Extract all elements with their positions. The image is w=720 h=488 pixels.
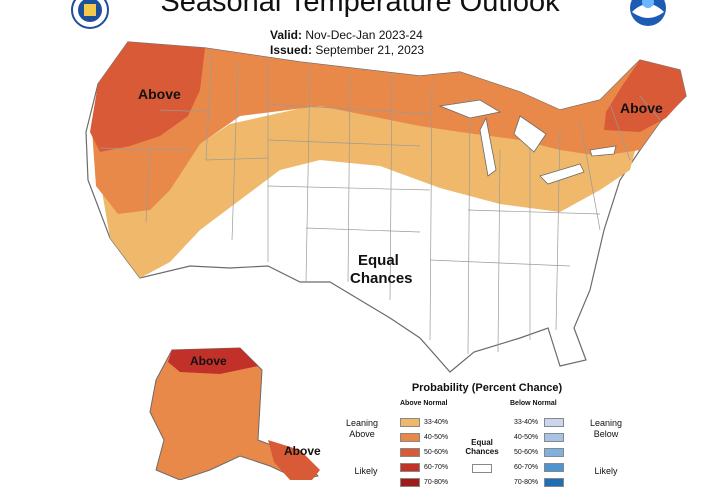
legend-range-below-5: 70-80% (514, 479, 539, 486)
great-lakes (438, 99, 617, 185)
issued-value: September 21, 2023 (315, 43, 425, 57)
legend-title: Probability (Percent Chance) (411, 382, 563, 394)
legend-leaning-below: Leaning Below (584, 418, 628, 440)
band-above-50-60-northeast (604, 60, 686, 132)
issued-line: Issued: September 21, 2023 (270, 43, 424, 57)
legend-leaning-above: Leaning Above (342, 418, 382, 440)
valid-value: Nov-Dec-Jan 2023-24 (305, 28, 423, 42)
legend-range-above-3: 50-60% (424, 449, 449, 456)
valid-line: Valid: Nov-Dec-Jan 2023-24 (270, 28, 423, 42)
legend-swatch-below-4 (544, 463, 564, 472)
legend-swatch-above-4 (400, 463, 420, 472)
legend-swatch-above-5 (400, 478, 420, 487)
legend-range-above-2: 40-50% (424, 434, 449, 441)
issued-label: Issued: (270, 43, 313, 57)
legend-swatch-below-1 (544, 418, 564, 427)
page-title: Seasonal Temperature Outlook (160, 0, 560, 18)
label-above-west: Above (138, 86, 181, 102)
legend-swatch-equal (472, 464, 492, 473)
label-above-alaska-north: Above (190, 354, 227, 368)
band-above-33-40 (98, 104, 640, 278)
legend-swatch-below-2 (544, 433, 564, 442)
alaska-north-above (168, 348, 258, 374)
state-borders (99, 49, 661, 355)
legend-swatch-below-5 (544, 478, 564, 487)
legend-likely-below: Likely (594, 466, 618, 476)
legend-range-above-5: 70-80% (424, 479, 449, 486)
leaning-above-line2: Above (349, 429, 375, 439)
equal-chances-line1: Equal (471, 438, 493, 447)
leaning-below-line2: Below (593, 429, 619, 439)
legend-range-below-3: 50-60% (514, 449, 539, 456)
legend-equal-chances: Equal Chances (462, 438, 502, 456)
label-above-northeast: Above (620, 100, 663, 116)
legend-swatch-above-3 (400, 448, 420, 457)
leaning-below-line1: Leaning (589, 418, 623, 428)
equal-chances-line2: Chances (465, 447, 499, 456)
alaska-southeast-above (268, 440, 320, 480)
legend-swatch-below-3 (544, 448, 564, 457)
legend-likely-above: Likely (354, 466, 378, 476)
legend-swatch-above-2 (400, 433, 420, 442)
legend-range-below-1: 33-40% (514, 419, 539, 426)
legend-range-below-2: 40-50% (514, 434, 539, 441)
band-above-40-50 (92, 42, 686, 214)
legend-range-above-4: 60-70% (424, 464, 449, 471)
band-above-50-60-northwest (90, 42, 205, 152)
legend-swatch-above-1 (400, 418, 420, 427)
legend-range-below-4: 60-70% (514, 464, 539, 471)
label-equal-chances-1: Equal (358, 252, 399, 269)
nws-logo-icon (71, 0, 109, 29)
label-above-alaska-southeast: Above (284, 444, 321, 458)
leaning-above-line1: Leaning (345, 418, 379, 428)
legend-below-header: Below Normal (510, 400, 557, 407)
valid-label: Valid: (270, 28, 303, 42)
probability-legend: Probability (Percent Chance) Above Norma… (342, 378, 632, 488)
legend-above-header: Above Normal (400, 400, 448, 407)
noaa-logo-icon (630, 0, 666, 26)
label-equal-chances-2: Chances (350, 270, 413, 287)
legend-range-above-1: 33-40% (424, 419, 449, 426)
